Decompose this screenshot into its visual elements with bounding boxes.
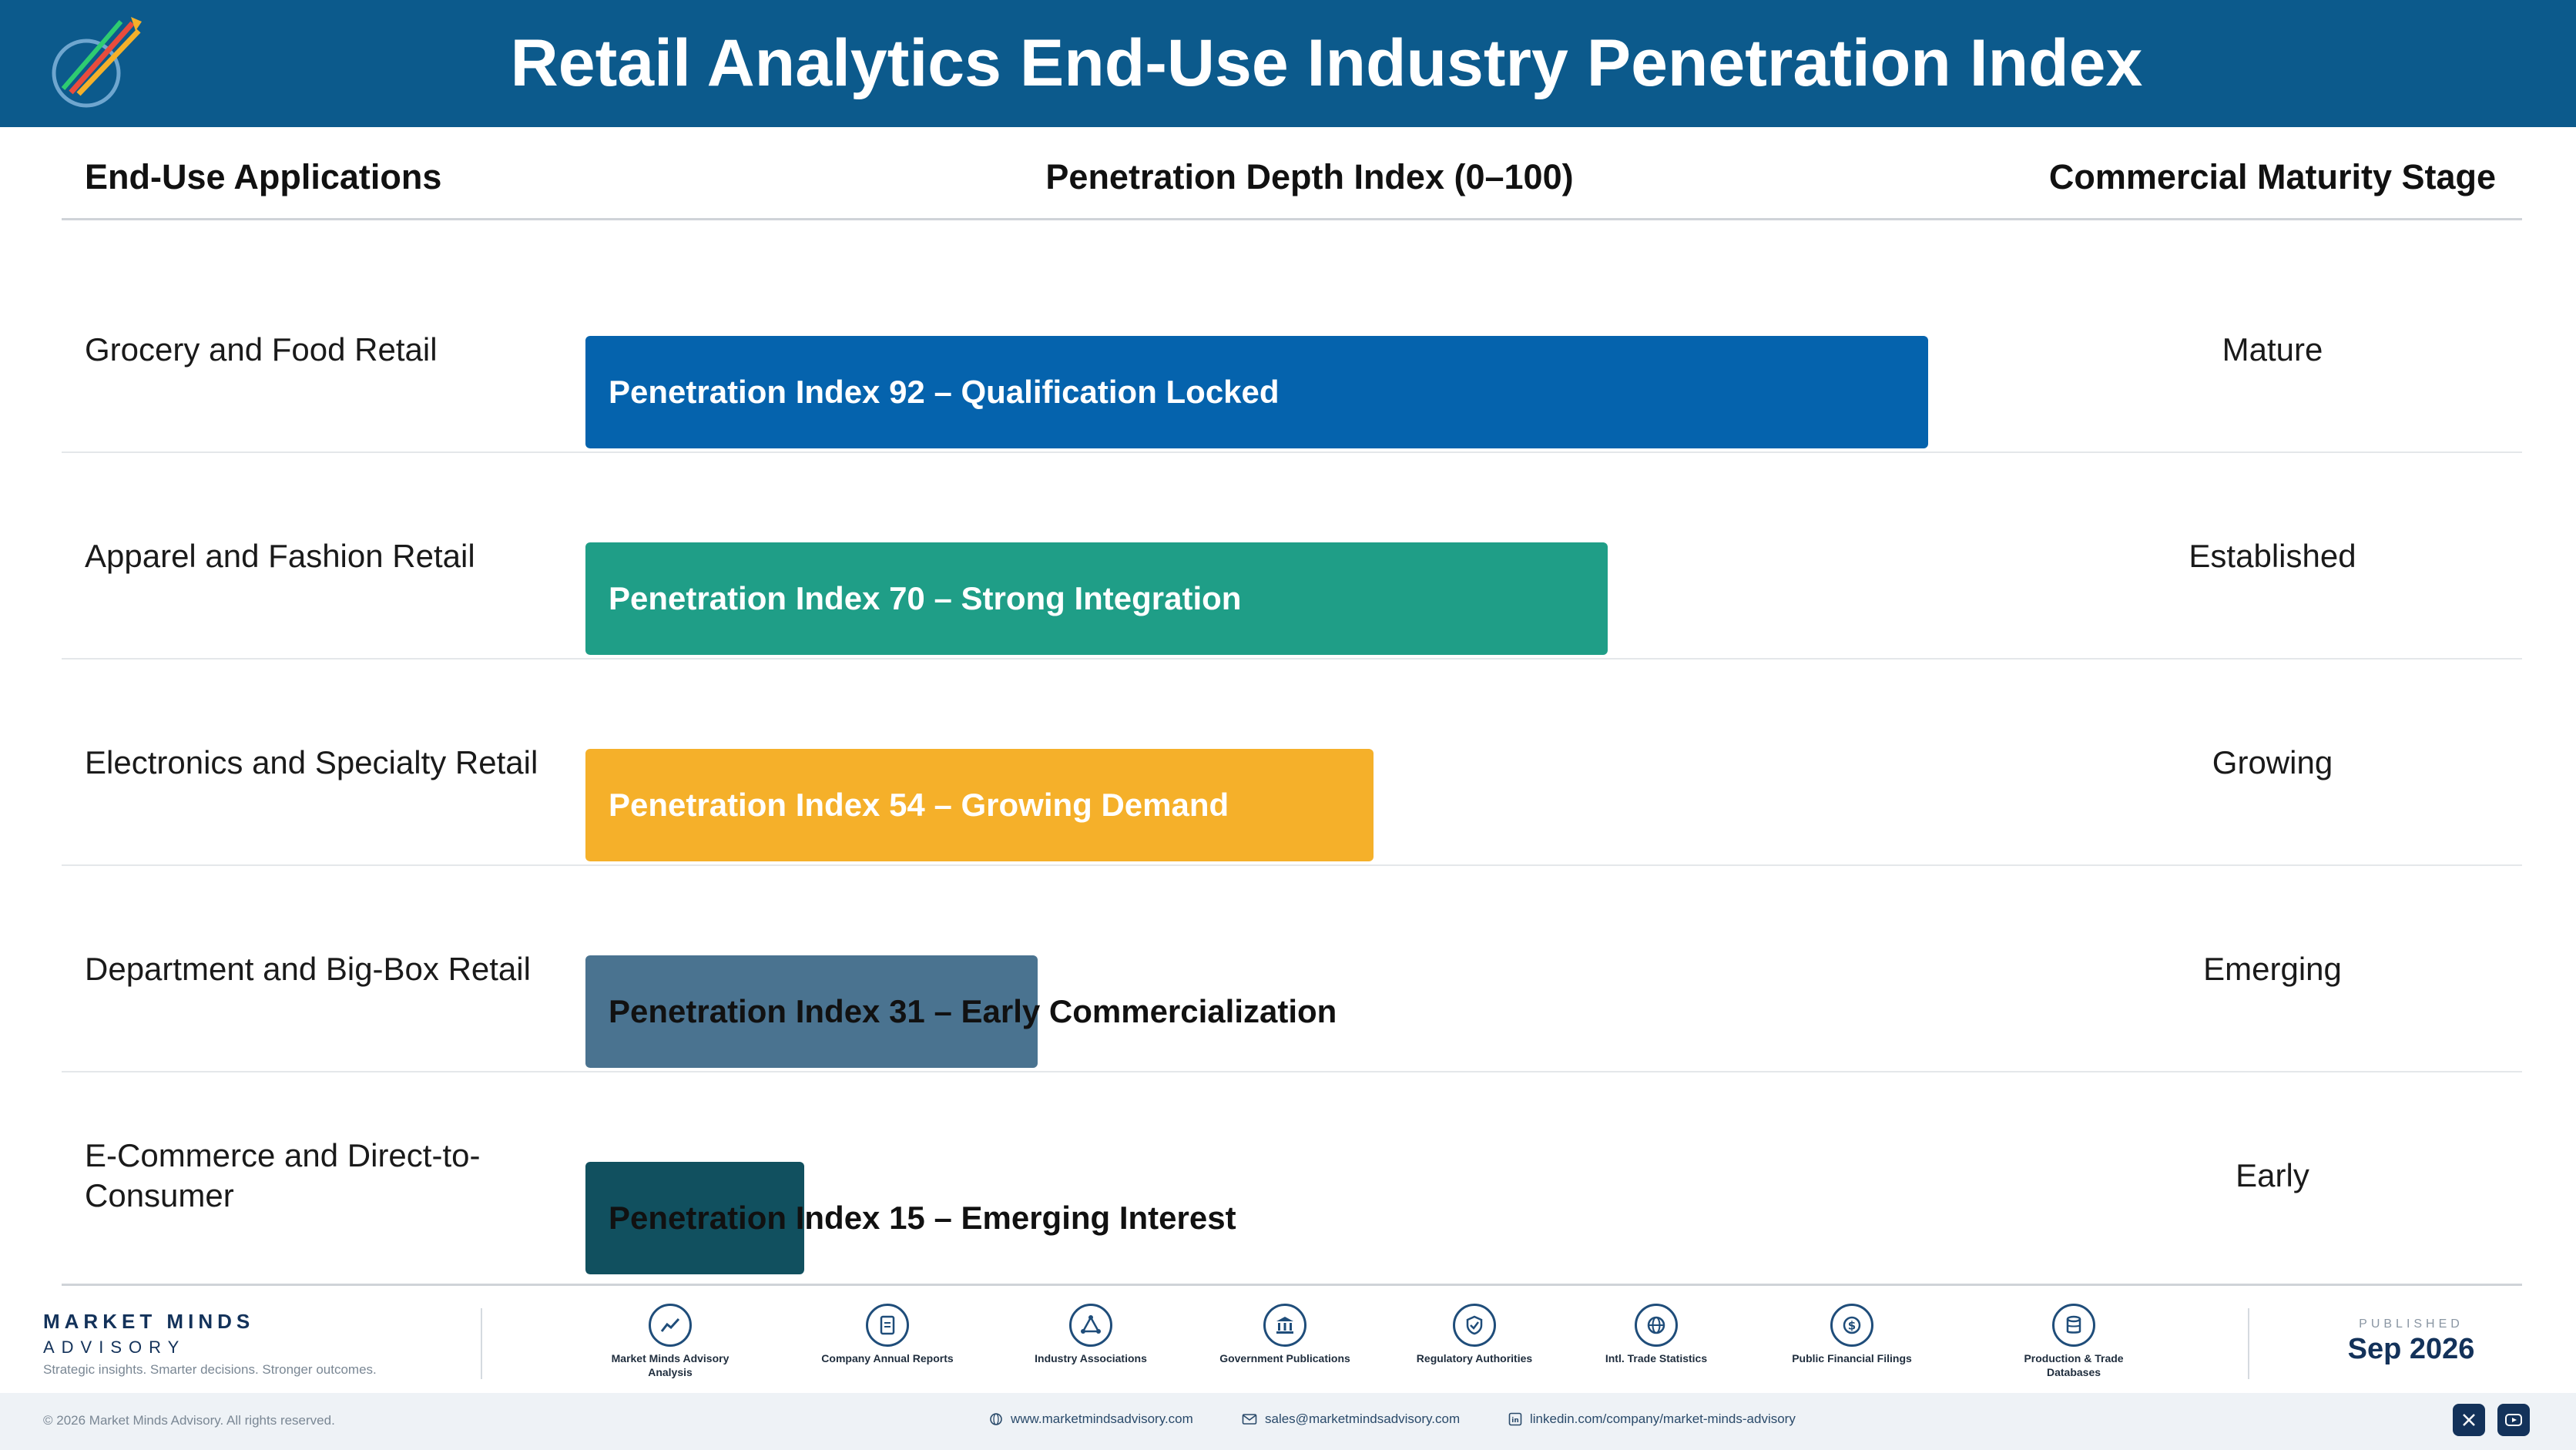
mail-icon (1242, 1414, 1257, 1425)
source-item: Production & Trade Databases (1997, 1304, 2151, 1379)
footer-strip (0, 1393, 2576, 1450)
bar (585, 336, 1929, 448)
table-row: Department and Big-Box Retail Penetratio… (62, 866, 2522, 1072)
bar (585, 1162, 805, 1274)
application-label: Apparel and Fashion Retail (85, 538, 475, 574)
shield-check-icon (1453, 1304, 1496, 1347)
source-label: Intl. Trade Statistics (1605, 1352, 1708, 1364)
email-text: sales@marketmindsadvisory.com (1265, 1411, 1461, 1426)
bar-label: Penetration Index 31 – Early Commerciali… (609, 993, 1337, 1029)
row-divider (62, 1071, 2522, 1072)
website-link[interactable]: www.marketmindsadvisory.com (989, 1411, 1193, 1427)
x-social-button[interactable] (2453, 1404, 2485, 1436)
footer-brand-sub: ADVISORY (43, 1338, 186, 1357)
bar-label: Penetration Index 70 – Strong Integratio… (609, 580, 1242, 616)
table-row: Grocery and Food Retail Penetration Inde… (62, 247, 2522, 453)
footer-divider (481, 1308, 482, 1379)
database-icon (2052, 1304, 2095, 1347)
table-row: Apparel and Fashion Retail Penetration I… (62, 453, 2522, 660)
youtube-icon (2505, 1414, 2522, 1426)
source-item: Intl. Trade Statistics (1579, 1304, 1733, 1365)
document-icon (866, 1304, 909, 1347)
source-item: Regulatory Authorities (1397, 1304, 1551, 1365)
government-building-icon (1263, 1304, 1306, 1347)
header-divider (62, 218, 2522, 220)
email-link[interactable]: sales@marketmindsadvisory.com (1242, 1411, 1460, 1427)
svg-text:$: $ (1848, 1319, 1856, 1333)
x-logo-icon (2463, 1414, 2475, 1426)
maturity-stage: Early (2236, 1157, 2309, 1193)
application-label: Grocery and Food Retail (85, 331, 438, 368)
trend-chart-icon (649, 1304, 692, 1347)
bar-label: Penetration Index 92 – Qualification Loc… (609, 374, 1280, 410)
source-item: Government Publications (1208, 1304, 1362, 1365)
linkedin-icon: in (1508, 1412, 1522, 1426)
column-header-applications: End-Use Applications (85, 157, 442, 196)
row-divider (62, 658, 2522, 660)
application-label: Department and Big-Box Retail (85, 951, 531, 987)
column-header-stage: Commercial Maturity Stage (2048, 157, 2497, 196)
copyright-text: © 2026 Market Minds Advisory. All rights… (43, 1413, 335, 1428)
source-label: Company Annual Reports (821, 1352, 954, 1364)
published-date: Sep 2026 (2347, 1333, 2475, 1365)
source-item: Market Minds Advisory Analysis (593, 1304, 747, 1379)
published-label: PUBLISHED (2359, 1317, 2464, 1331)
website-text: www.marketmindsadvisory.com (1011, 1411, 1193, 1426)
source-item: Company Annual Reports (810, 1304, 964, 1365)
footer-tagline: Strategic insights. Smarter decisions. S… (43, 1362, 377, 1377)
source-label: Government Publications (1219, 1352, 1350, 1364)
bar (585, 542, 1608, 655)
maturity-stage: Mature (2222, 331, 2323, 368)
source-label: Industry Associations (1035, 1352, 1147, 1364)
footer-brand-name: MARKET MINDS (43, 1310, 255, 1333)
source-item: $ Public Financial Filings (1775, 1304, 1929, 1365)
row-divider (62, 864, 2522, 866)
maturity-stage: Established (2189, 538, 2356, 574)
bar (585, 955, 1038, 1068)
source-label: Market Minds Advisory Analysis (611, 1352, 730, 1378)
globe-icon (1635, 1304, 1678, 1347)
bar-label: Penetration Index 54 – Growing Demand (609, 787, 1229, 823)
youtube-social-button[interactable] (2497, 1404, 2530, 1436)
maturity-stage: Growing (2212, 744, 2333, 780)
page-title: Retail Analytics End-Use Industry Penetr… (510, 26, 2143, 100)
header-banner: Retail Analytics End-Use Industry Penetr… (0, 0, 2576, 127)
table-row: Electronics and Specialty Retail Penetra… (62, 660, 2522, 866)
source-label: Public Financial Filings (1792, 1352, 1912, 1364)
application-label: Electronics and Specialty Retail (85, 744, 538, 780)
application-label: E-Commerce and Direct-to-Consumer (85, 1137, 481, 1213)
footer-divider (2248, 1308, 2249, 1379)
source-label: Production & Trade Databases (2024, 1352, 2124, 1378)
dollar-coin-icon: $ (1830, 1304, 1873, 1347)
network-icon (1069, 1304, 1112, 1347)
chart-bottom-divider (62, 1284, 2522, 1286)
source-label: Regulatory Authorities (1416, 1352, 1533, 1364)
linkedin-link[interactable]: in linkedin.com/company/market-minds-adv… (1508, 1411, 1796, 1427)
row-divider (62, 451, 2522, 453)
globe-icon (990, 1413, 1002, 1425)
table-row: E-Commerce and Direct-to-Consumer Penetr… (62, 1072, 2522, 1279)
bar (585, 749, 1374, 861)
source-item: Industry Associations (1014, 1304, 1168, 1365)
bar-label: Penetration Index 15 – Emerging Interest (609, 1200, 1236, 1236)
svg-text:in: in (1511, 1417, 1519, 1425)
column-header-index: Penetration Depth Index (0–100) (1045, 157, 1574, 196)
linkedin-text: linkedin.com/company/market-minds-adviso… (1530, 1411, 1796, 1426)
maturity-stage: Emerging (2203, 951, 2342, 987)
company-logo (52, 17, 142, 108)
